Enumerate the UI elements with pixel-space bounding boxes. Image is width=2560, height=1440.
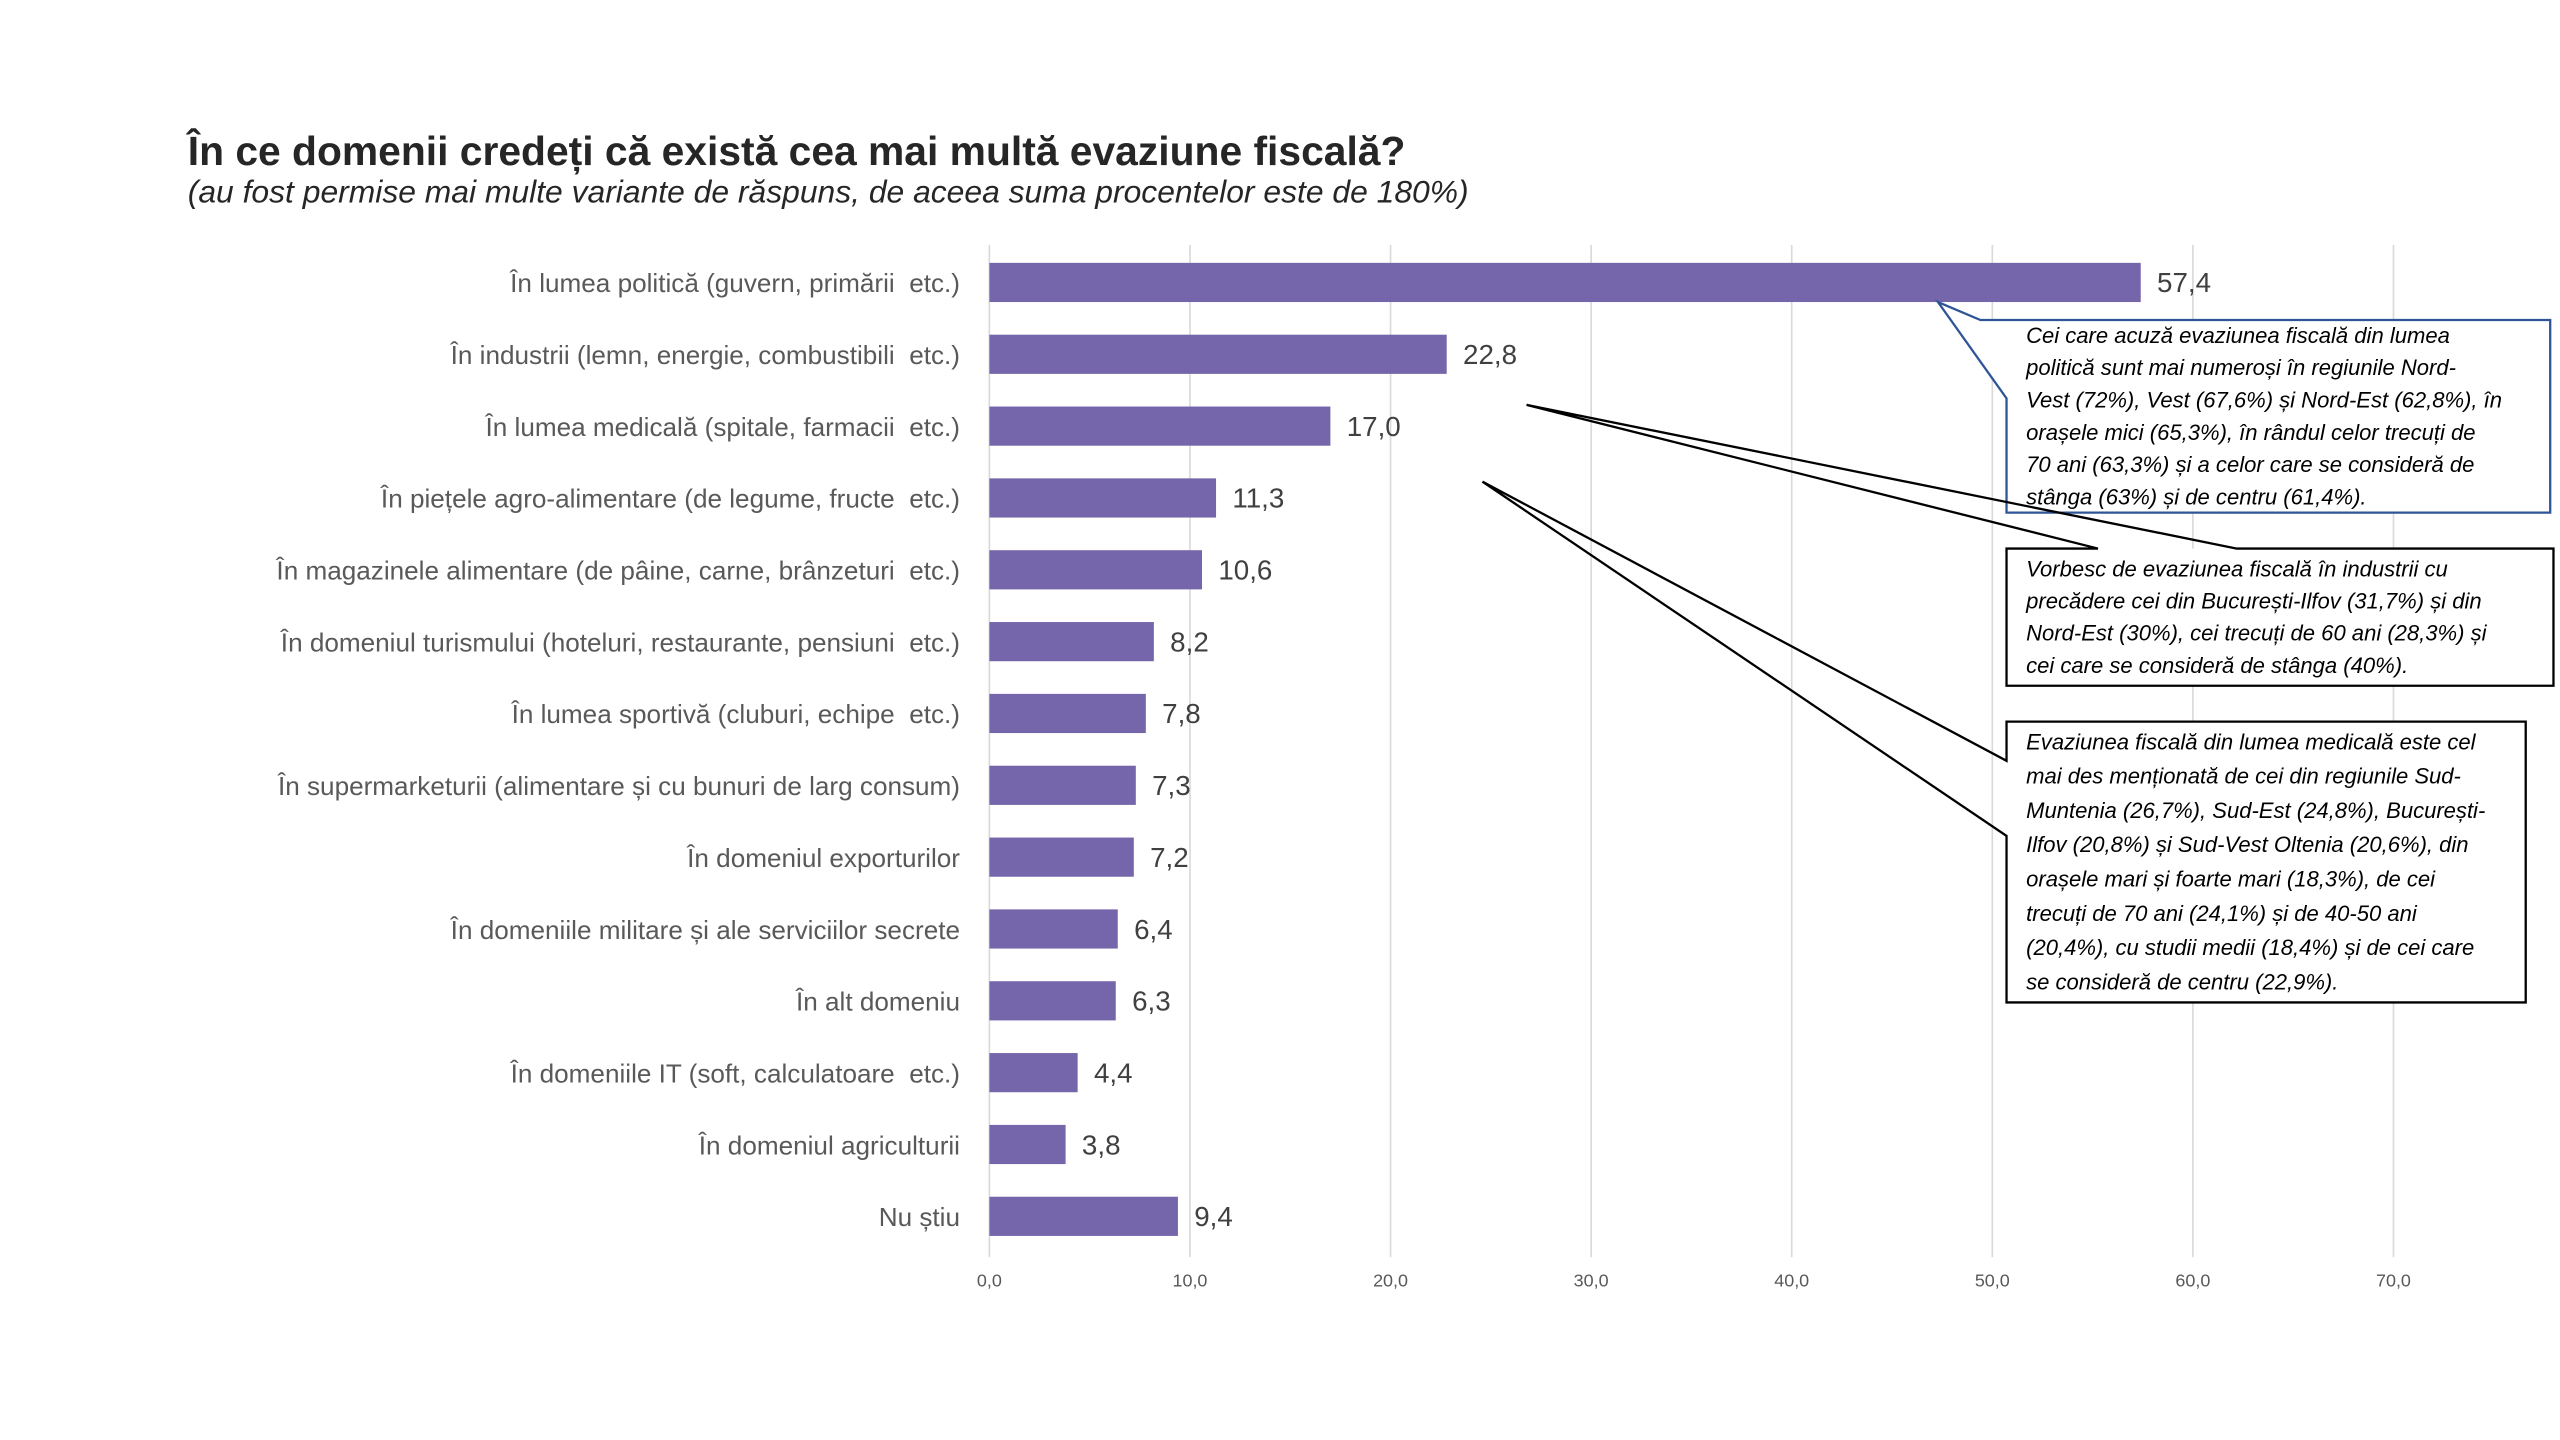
callout-box [2006, 548, 2554, 686]
callout-2: Vorbesc de evaziunea fiscală în industri… [1526, 403, 2555, 687]
category-label: În alt domeniu [795, 987, 960, 1017]
data-label: 7,3 [1152, 770, 1191, 801]
chart-title: În ce domenii credeți că există cea mai … [186, 128, 1406, 174]
callout-outline [1934, 299, 2552, 514]
bar [989, 909, 1118, 949]
bar [989, 1196, 1178, 1236]
bar [989, 981, 1116, 1021]
callout-text-line: 70 ani (63,3%) și a celor care se consid… [2026, 452, 2474, 477]
category-label: În domeniile IT (soft, calculatoare etc.… [510, 1058, 960, 1088]
data-label: 17,0 [1347, 411, 1401, 442]
callout-text-line: (20,4%), cu studii medii (18,4%) și de c… [2026, 935, 2474, 960]
bar [989, 765, 1136, 805]
callout-text-line: Vorbesc de evaziunea fiscală în industri… [2026, 556, 2448, 581]
bar [989, 1053, 1078, 1093]
callout-text-line: Cei care acuză evaziunea fiscală din lum… [2026, 323, 2450, 348]
category-label: În lumea sportivă (cluburi, echipe etc.) [511, 699, 960, 729]
bar-layer: În lumea politică (guvern, primării etc.… [275, 262, 2211, 1236]
category-label: În magazinele alimentare (de pâine, carn… [275, 556, 960, 586]
callout-text-line: orașele mici (65,3%), în rândul celor tr… [2026, 420, 2475, 445]
callout-text-line: precădere cei din București-Ilfov (31,7%… [2025, 588, 2482, 613]
callout-text-line: Ilfov (20,8%) și Sud-Vest Oltenia (20,6%… [2026, 832, 2468, 857]
bar [989, 334, 1447, 374]
category-label: În piețele agro-alimentare (de legume, f… [380, 484, 960, 514]
callout-text-line: politică sunt mai numeroși în regiunile … [2025, 355, 2456, 380]
x-tick-label: 40,0 [1774, 1271, 1809, 1291]
category-label: În lumea medicală (spitale, farmacii etc… [485, 412, 960, 442]
x-tick-label: 60,0 [2175, 1271, 2210, 1291]
data-label: 6,4 [1134, 914, 1173, 945]
callout-text-line: stânga (63%) și de centru (61,4%). [2026, 484, 2366, 509]
x-tick-label: 50,0 [1975, 1271, 2010, 1291]
category-label: Nu știu [879, 1202, 960, 1232]
x-tick-label: 70,0 [2376, 1271, 2411, 1291]
callout-text-line: mai des menționată de cei din regiunile … [2026, 764, 2461, 789]
data-label: 10,6 [1218, 555, 1272, 586]
x-tick-label: 30,0 [1574, 1271, 1609, 1291]
data-label: 22,8 [1463, 339, 1517, 370]
bar [989, 622, 1154, 662]
x-tick-label: 10,0 [1173, 1271, 1208, 1291]
data-label: 57,4 [2157, 267, 2211, 298]
category-label: În lumea politică (guvern, primării etc.… [509, 268, 960, 298]
data-label: 9,4 [1194, 1201, 1233, 1232]
data-label: 6,3 [1132, 986, 1171, 1017]
category-label: În domeniul exporturilor [686, 843, 960, 873]
category-label: În domeniul agriculturii [698, 1130, 960, 1160]
bar [989, 693, 1146, 734]
category-label: În domeniile militare și ale serviciilor… [450, 915, 960, 945]
callout-text-line: Evaziunea fiscală din lumea medicală est… [2026, 729, 2477, 754]
category-label: În supermarketurii (alimentare și cu bun… [277, 771, 960, 801]
x-tick-label: 0,0 [977, 1271, 1002, 1291]
callout-text-line: orașele mari și foarte mari (18,3%), de … [2026, 867, 2436, 892]
callout-outline [1481, 480, 2527, 1004]
data-label: 3,8 [1082, 1129, 1121, 1160]
bar [989, 837, 1134, 877]
bar [989, 550, 1203, 590]
bar [989, 478, 1217, 518]
data-label: 7,2 [1150, 842, 1189, 873]
callout-text-line: cei care se consideră de stânga (40%). [2026, 653, 2408, 678]
data-label: 8,2 [1170, 626, 1209, 657]
callout-layer: Cei care acuză evaziunea fiscală din lum… [1481, 299, 2555, 1004]
bar [989, 406, 1331, 446]
data-label: 4,4 [1094, 1057, 1133, 1088]
callout-3: Evaziunea fiscală din lumea medicală est… [1481, 480, 2527, 1004]
data-label: 11,3 [1232, 483, 1284, 514]
callout-box [2006, 721, 2526, 1003]
x-tick-label: 20,0 [1373, 1271, 1408, 1291]
callout-text-line: Nord-Est (30%), cei trecuți de 60 ani (2… [2026, 621, 2488, 646]
bar [989, 262, 2141, 303]
category-label: În industrii (lemn, energie, combustibil… [450, 340, 960, 370]
callout-text-line: Muntenia (26,7%), Sud-Est (24,8%), Bucur… [2026, 798, 2485, 823]
data-label: 7,8 [1162, 698, 1201, 729]
callout-text-line: se consideră de centru (22,9%). [2026, 969, 2338, 994]
chart-subtitle: (au fost permise mai multe variante de r… [188, 173, 1469, 209]
category-label: În domeniul turismului (hoteluri, restau… [280, 627, 960, 657]
callout-outline [1526, 403, 2555, 687]
bar [989, 1124, 1066, 1165]
callout-1: Cei care acuză evaziunea fiscală din lum… [1934, 299, 2552, 514]
callout-text-line: Vest (72%), Vest (67,6%) și Nord-Est (62… [2026, 388, 2502, 413]
callout-text-line: trecuți de 70 ani (24,1%) și de 40-50 an… [2026, 901, 2418, 926]
